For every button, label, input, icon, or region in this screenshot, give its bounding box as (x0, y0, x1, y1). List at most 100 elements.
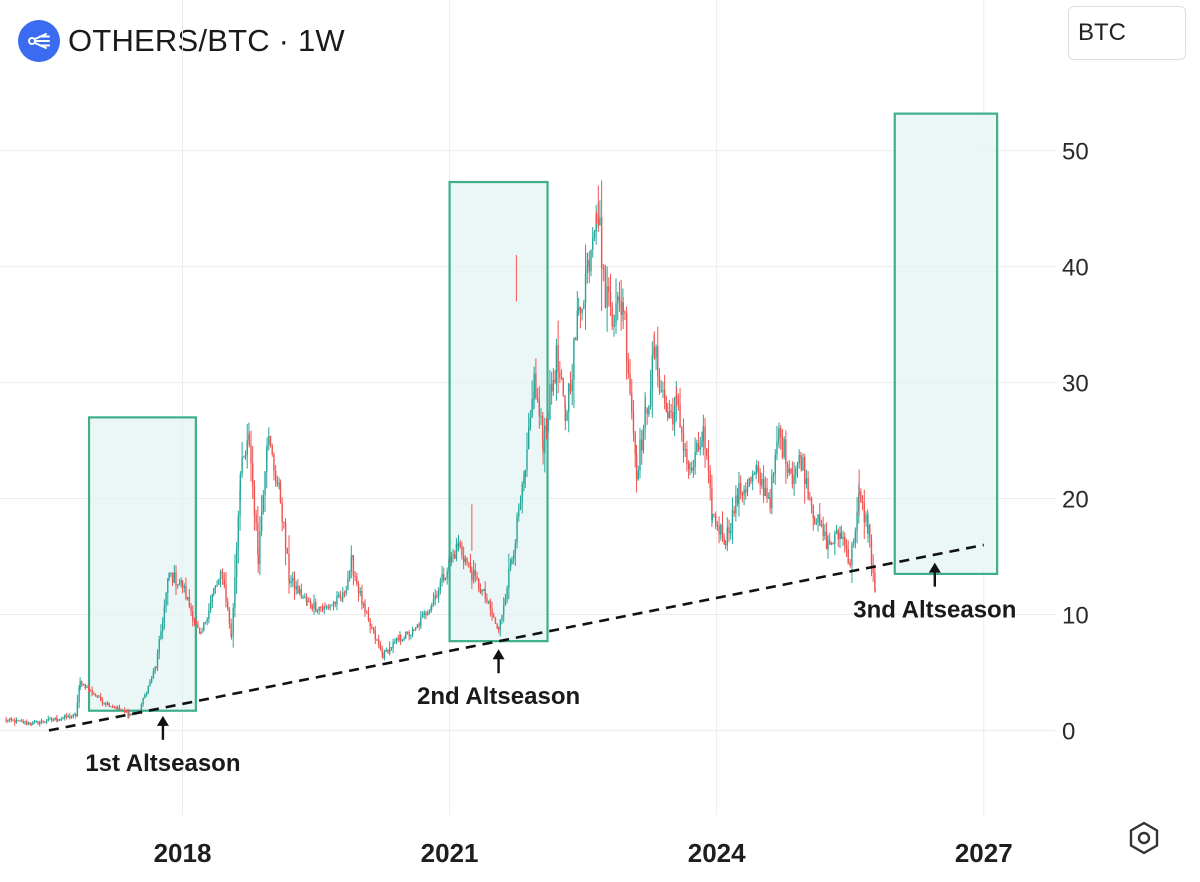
currency-selector[interactable]: BTC (1068, 6, 1186, 60)
candle-body (324, 606, 326, 608)
candle-body (269, 435, 272, 446)
candle-body (810, 498, 813, 506)
candle-body (542, 416, 544, 440)
candle-body (552, 379, 555, 392)
candle-body (663, 390, 666, 403)
candle-body (571, 379, 573, 392)
candle-body (627, 361, 630, 374)
candle-body (94, 694, 97, 696)
candle-body (466, 558, 468, 563)
currency-label: BTC (1078, 19, 1126, 46)
candle-body (342, 592, 344, 599)
candle-body (870, 537, 873, 564)
candle-body (812, 505, 814, 519)
candle-body (416, 624, 419, 628)
candle-body (8, 718, 11, 720)
candle-body (232, 608, 234, 637)
candle-body (679, 404, 681, 428)
candle-body (723, 537, 725, 545)
candle-body (874, 589, 876, 592)
candle-body (208, 610, 210, 620)
candle-body (170, 572, 172, 574)
candle-body (150, 677, 153, 682)
candle-body (271, 445, 273, 455)
candle-body (374, 630, 376, 640)
candle-body (856, 511, 858, 532)
arrow-head (492, 649, 505, 660)
candle-body (26, 721, 28, 725)
candle-body (745, 489, 747, 493)
candle-body (246, 440, 248, 455)
candle-body (101, 700, 104, 704)
candle-body (788, 468, 790, 473)
candle-body (741, 493, 744, 496)
candle-body (315, 602, 317, 611)
candle-body (58, 719, 61, 721)
candle-body (323, 606, 325, 610)
candle-body (702, 426, 705, 441)
candle-body (631, 393, 633, 413)
candle-body (325, 606, 328, 608)
candle-body (718, 525, 720, 535)
candle-body (581, 308, 583, 314)
candle-body (653, 346, 656, 359)
candle-body (609, 291, 612, 307)
candle-body (204, 621, 207, 623)
candle-body (771, 476, 773, 509)
candle-body (756, 465, 758, 472)
candle-body (274, 470, 277, 483)
candle-body (778, 428, 780, 439)
candle-body (672, 411, 674, 425)
candle-body (521, 483, 523, 503)
candle-body (529, 417, 532, 428)
candle-body (318, 606, 320, 611)
candle-body (420, 617, 422, 627)
candle-body (239, 474, 242, 491)
candle-body (209, 601, 212, 611)
candle-body (457, 542, 460, 547)
candle-body (268, 435, 270, 445)
candle-body (574, 338, 577, 341)
candle-body (334, 602, 336, 605)
candle-body (223, 579, 225, 586)
candle-body (494, 617, 497, 624)
candle-body (369, 619, 371, 627)
candle-body (306, 600, 308, 602)
candle-body (414, 627, 417, 630)
candle-body (357, 584, 360, 594)
candle-body (337, 594, 340, 596)
candle-body (139, 709, 141, 712)
candle-body (840, 532, 843, 539)
candlestick-series (5, 180, 876, 727)
candle-body (462, 555, 465, 563)
candle-body (533, 373, 535, 398)
candle-body (625, 312, 628, 362)
candle-body (504, 598, 507, 606)
candle-body (511, 559, 513, 565)
candle-body (736, 495, 739, 504)
candle-body (863, 502, 865, 523)
candle-body (604, 269, 607, 308)
candle-body (381, 648, 383, 654)
candle-body (526, 449, 528, 471)
candle-body (40, 720, 43, 723)
candle-body (105, 703, 107, 705)
candle-body (42, 720, 44, 722)
candle-body (724, 544, 727, 546)
candle-body (617, 296, 619, 304)
candle-body (807, 478, 809, 499)
candle-body (193, 620, 196, 623)
chart-settings-button[interactable] (1124, 818, 1164, 858)
candle-body (785, 439, 787, 465)
candle-body (17, 720, 19, 722)
candle-body (832, 542, 834, 544)
candle-body (347, 578, 349, 590)
candle-body (606, 286, 608, 308)
candle-body (118, 707, 121, 710)
candle-body (644, 407, 646, 429)
candle-body (839, 532, 841, 540)
candle-body (518, 509, 520, 517)
candle-body (113, 707, 116, 709)
candle-body (851, 544, 853, 566)
